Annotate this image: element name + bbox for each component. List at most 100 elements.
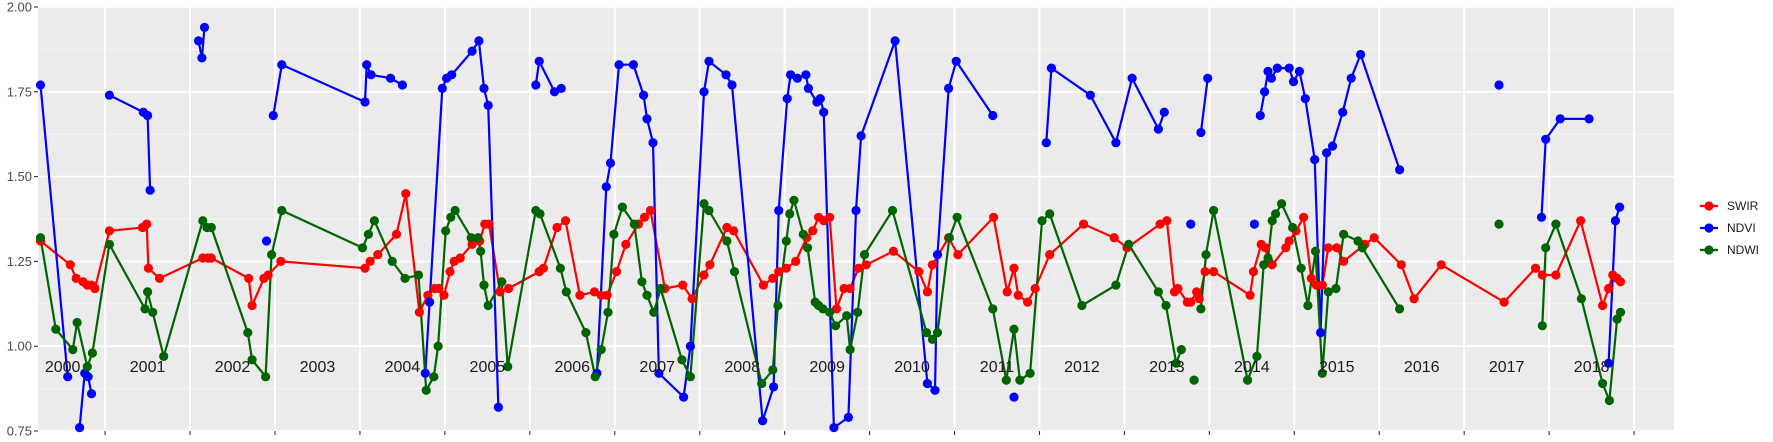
ndwi-point xyxy=(798,229,808,239)
swir-point xyxy=(1339,256,1349,266)
ndwi-point xyxy=(581,328,591,338)
ndwi-point xyxy=(818,304,828,314)
swir-point xyxy=(1023,297,1033,307)
swir-point xyxy=(1267,260,1277,270)
ndvi-line-segment xyxy=(424,39,500,408)
swir-point xyxy=(687,294,697,304)
swir-point xyxy=(560,216,571,226)
ndwi-point xyxy=(1277,199,1287,209)
ndwi-point xyxy=(82,362,92,372)
ndvi-point xyxy=(679,392,689,402)
swir-point xyxy=(1284,236,1294,246)
swir-point xyxy=(831,304,842,314)
ndwi-point xyxy=(143,287,153,297)
ndwi-point xyxy=(656,283,666,294)
ndwi-point xyxy=(413,270,424,280)
ndwi-point xyxy=(1111,280,1121,290)
ndwi-point xyxy=(479,280,489,290)
ndwi-point xyxy=(243,328,253,338)
year-label: 2014 xyxy=(1234,359,1270,376)
swir-point xyxy=(845,283,855,294)
grid-major xyxy=(38,6,1674,432)
year-boundaries xyxy=(104,7,1636,435)
ndvi-point xyxy=(856,131,866,141)
swir-point xyxy=(1576,216,1586,226)
ndvi-point xyxy=(1266,73,1276,83)
ndwi-point xyxy=(988,304,998,314)
ndwi-point xyxy=(768,365,778,375)
y-tick-label: 1.25 xyxy=(7,254,32,269)
ndwi-point xyxy=(497,277,507,287)
ndvi-point xyxy=(268,110,278,121)
swir-point xyxy=(1499,297,1509,307)
swir-point xyxy=(853,263,864,273)
swir-point xyxy=(774,267,784,277)
ndvi-point xyxy=(75,423,85,433)
ndvi-point xyxy=(86,389,97,399)
ndvi-point xyxy=(1610,216,1620,226)
swir-point xyxy=(434,283,444,294)
ndvi-point xyxy=(104,90,114,100)
ndwi-point xyxy=(483,300,493,311)
ndvi-point xyxy=(534,56,544,66)
ndwi-point xyxy=(629,219,639,229)
ndwi-point xyxy=(1537,321,1547,331)
ndwi-point xyxy=(247,355,257,365)
ndvi-point xyxy=(447,70,457,80)
year-label: 2001 xyxy=(130,359,166,376)
ndvi-point xyxy=(642,114,652,124)
y-tick-label: 1.75 xyxy=(7,84,32,99)
swir-point xyxy=(1396,260,1406,270)
ndvi-point xyxy=(1356,49,1366,60)
ndvi-point xyxy=(1260,87,1270,97)
ndvi-point xyxy=(628,60,639,70)
ndwi-point xyxy=(1331,283,1341,294)
swir-point xyxy=(699,270,709,280)
swir-point xyxy=(90,283,100,294)
swir-point xyxy=(768,273,778,283)
swir-point xyxy=(484,219,494,229)
ndwi-point xyxy=(952,212,962,222)
ndwi-point xyxy=(1015,375,1025,385)
swir-point xyxy=(401,189,411,199)
ndwi-point xyxy=(1045,209,1055,219)
swir-point xyxy=(1248,267,1259,277)
swir-point xyxy=(1409,294,1419,304)
swir-point xyxy=(1260,243,1270,253)
ndwi-point xyxy=(267,250,277,260)
ndwi-point xyxy=(476,246,486,256)
swir-point xyxy=(1332,243,1342,253)
swir-point xyxy=(467,239,477,249)
ndvi-point xyxy=(360,97,370,107)
ndwi-point xyxy=(72,317,82,328)
ndwi-point xyxy=(1201,250,1211,260)
swir-point xyxy=(247,300,257,311)
swir-point xyxy=(154,273,165,283)
swir-point xyxy=(445,267,455,277)
ndwi-point xyxy=(1288,222,1298,233)
swir-point xyxy=(1109,233,1119,243)
ndvi-point xyxy=(815,94,825,104)
ndvi-point xyxy=(1127,73,1137,83)
ndvi-point xyxy=(654,368,664,378)
ndvi-point xyxy=(1322,148,1332,158)
ndwi-point xyxy=(729,267,740,277)
ndvi-point xyxy=(197,53,207,63)
swir-point xyxy=(1030,283,1040,294)
ndvi-point xyxy=(425,297,435,307)
swir-point xyxy=(791,256,801,266)
ndwi-point xyxy=(927,334,938,344)
series-points xyxy=(35,22,1626,433)
ndwi-point xyxy=(617,202,628,212)
swir-point xyxy=(1079,219,1089,229)
ndwi-point xyxy=(35,233,46,243)
year-label: 2008 xyxy=(724,359,760,376)
ndvi-point xyxy=(922,378,933,389)
swir-point xyxy=(1009,263,1019,273)
ndvi-point xyxy=(1300,94,1310,104)
ndwi-point xyxy=(1357,243,1367,253)
ndwi-point xyxy=(1161,300,1171,311)
y-axis: 0.75 1.00 1.25 1.50 1.75 2.00 xyxy=(7,0,38,439)
ndvi-point xyxy=(397,80,407,90)
swir-point xyxy=(602,290,612,300)
